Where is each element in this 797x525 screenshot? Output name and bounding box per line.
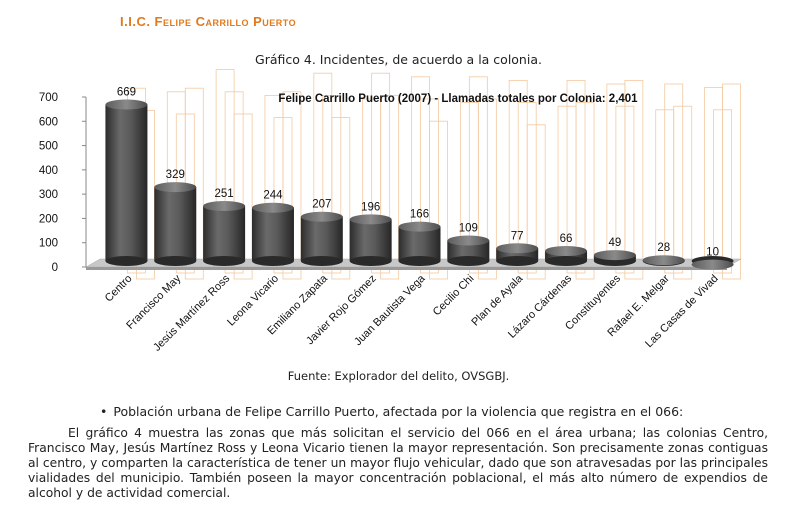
bar-top bbox=[251, 202, 294, 213]
bar-base bbox=[398, 256, 441, 266]
bar-base bbox=[154, 256, 197, 266]
bar-body bbox=[349, 219, 392, 261]
bar bbox=[349, 214, 392, 266]
data-label: 244 bbox=[263, 190, 283, 202]
background-decoration bbox=[575, 102, 595, 280]
data-label: 251 bbox=[215, 188, 234, 200]
bar bbox=[593, 250, 636, 266]
bar-body bbox=[251, 207, 294, 261]
bar bbox=[545, 245, 588, 266]
category-label: Cecilio Chi bbox=[431, 273, 477, 319]
bar-top bbox=[447, 235, 490, 246]
bar bbox=[691, 256, 734, 270]
bar-top bbox=[642, 255, 685, 266]
bar-top bbox=[154, 182, 197, 193]
bar bbox=[642, 255, 685, 266]
bar-top bbox=[349, 214, 392, 225]
bar-body bbox=[300, 216, 343, 261]
bar-base bbox=[105, 256, 148, 266]
data-label: 10 bbox=[706, 247, 719, 259]
data-label: 28 bbox=[657, 242, 670, 254]
bar bbox=[496, 243, 539, 266]
bullet-text: Población urbana de Felipe Carrillo Puer… bbox=[113, 404, 684, 419]
y-tick-label: 400 bbox=[39, 165, 58, 177]
background-decoration bbox=[331, 117, 351, 280]
bar bbox=[154, 182, 197, 266]
data-label: 196 bbox=[361, 201, 380, 213]
bar-top bbox=[300, 211, 343, 222]
background-decoration bbox=[282, 91, 302, 280]
bar bbox=[447, 235, 490, 266]
chart-floor-edge bbox=[86, 267, 727, 270]
data-label: 66 bbox=[560, 233, 573, 245]
bar bbox=[251, 202, 294, 266]
bar-body bbox=[545, 250, 588, 261]
bar-body bbox=[447, 240, 490, 261]
y-tick-label: 200 bbox=[39, 213, 58, 225]
background-decoration bbox=[624, 79, 644, 280]
y-tick-label: 600 bbox=[39, 116, 58, 128]
background-decoration bbox=[429, 120, 448, 280]
category-label: Centro bbox=[103, 273, 135, 305]
bullet-item: • Población urbana de Felipe Carrillo Pue… bbox=[100, 404, 683, 419]
bar-base bbox=[496, 256, 539, 266]
bar-body bbox=[105, 104, 148, 262]
bar-top bbox=[496, 243, 539, 254]
bar-top bbox=[105, 99, 148, 110]
bar-base bbox=[300, 256, 343, 266]
data-label: 166 bbox=[410, 209, 429, 221]
chart-title: Felipe Carrillo Puerto (2007) - Llamadas… bbox=[278, 93, 638, 105]
data-label: 329 bbox=[166, 169, 185, 181]
bar-body bbox=[154, 187, 197, 261]
y-tick-label: 100 bbox=[39, 238, 58, 250]
data-label: 669 bbox=[117, 87, 136, 99]
bar-base bbox=[203, 256, 246, 266]
background-decoration bbox=[722, 83, 741, 280]
figure-source: Fuente: Explorador del delito, OVSGBJ. bbox=[287, 369, 510, 383]
y-tick-label: 0 bbox=[52, 262, 58, 274]
bar bbox=[203, 201, 246, 266]
bar-base bbox=[545, 256, 588, 266]
y-tick-label: 500 bbox=[39, 141, 58, 153]
figure-caption: Gráfico 4. Incidentes, de acuerdo a la c… bbox=[255, 52, 542, 67]
y-tick-label: 300 bbox=[39, 189, 58, 201]
bar bbox=[398, 221, 441, 266]
bar-base bbox=[349, 256, 392, 266]
background-decoration bbox=[673, 105, 693, 280]
bar-base bbox=[447, 256, 490, 266]
bar-top bbox=[593, 250, 636, 261]
bar bbox=[300, 211, 343, 266]
bar-body bbox=[203, 206, 246, 261]
background-decoration bbox=[526, 124, 546, 280]
bar bbox=[105, 99, 148, 266]
bar-base bbox=[251, 256, 294, 266]
background-decoration bbox=[380, 94, 400, 280]
bullet-icon: • bbox=[100, 404, 108, 419]
body-paragraph: El gráfico 4 muestra las zonas que más s… bbox=[28, 426, 768, 500]
bar-top bbox=[545, 245, 588, 256]
data-label: 77 bbox=[511, 230, 524, 242]
data-label: 109 bbox=[459, 223, 478, 235]
bar-body bbox=[398, 226, 441, 261]
y-tick-label: 700 bbox=[39, 92, 58, 104]
bar-top bbox=[691, 259, 734, 270]
background-decoration bbox=[477, 98, 497, 280]
background-decoration bbox=[233, 113, 253, 280]
section-heading: I.I.C. Felipe Carrillo Puerto bbox=[120, 14, 297, 29]
data-label: 207 bbox=[312, 199, 331, 211]
bar-top bbox=[203, 201, 246, 212]
bar-top bbox=[398, 221, 441, 232]
data-label: 49 bbox=[608, 237, 621, 249]
